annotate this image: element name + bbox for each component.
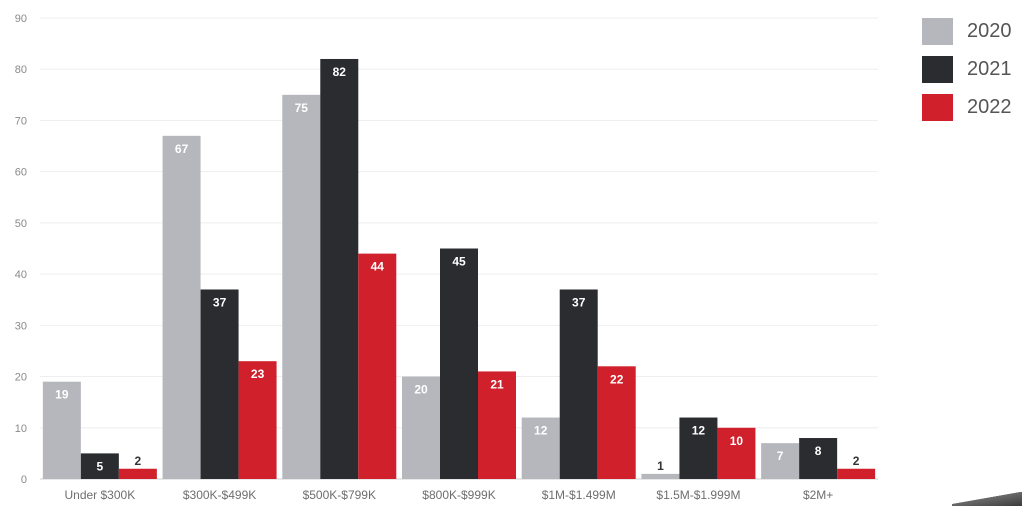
y-tick-label: 0: [21, 474, 27, 486]
data-label: 7: [777, 449, 784, 463]
legend-label: 2021: [967, 58, 1012, 80]
bars: [42, 58, 876, 480]
x-tick-label: $1.5M-$1.999M: [656, 488, 740, 502]
bar-2022: [118, 468, 157, 479]
bar-2020: [162, 135, 201, 480]
legend-label: 2022: [967, 96, 1012, 118]
y-tick-label: 60: [15, 167, 27, 179]
bar-2022: [597, 366, 636, 479]
corner-decoration: [952, 492, 1022, 506]
legend-label: 2020: [967, 20, 1012, 42]
bar-2021: [679, 417, 718, 479]
bar-2022: [358, 253, 397, 479]
bar-2021: [559, 289, 598, 479]
data-label: 22: [610, 372, 624, 386]
y-tick-label: 30: [15, 320, 27, 332]
y-tick-label: 40: [15, 269, 27, 281]
data-label: 19: [55, 388, 69, 402]
data-label: 12: [692, 424, 706, 438]
y-tick-label: 50: [15, 218, 27, 230]
data-label: 20: [414, 383, 428, 397]
data-label: 5: [97, 459, 104, 473]
x-tick-label: $800K-$999K: [422, 488, 495, 502]
y-tick-label: 10: [15, 423, 27, 435]
x-axis-labels: Under $300K $300K-$499K $500K-$799K $800K-$…: [64, 488, 833, 502]
bar-2021: [80, 453, 119, 479]
legend-swatch: [922, 56, 953, 83]
bar-2020: [761, 443, 800, 479]
legend-swatch: [922, 18, 953, 45]
data-label: 37: [572, 295, 586, 309]
x-tick-label: $300K-$499K: [183, 488, 256, 502]
bar-2021: [200, 289, 239, 479]
y-tick-label: 80: [15, 64, 27, 76]
data-label: 45: [452, 255, 466, 269]
bar-2020: [402, 376, 440, 479]
data-label: 2: [853, 454, 860, 468]
x-tick-label: Under $300K: [64, 488, 135, 502]
data-label: 12: [534, 424, 548, 438]
bar-2020: [42, 381, 81, 479]
bar-2022: [238, 361, 277, 479]
bar-2021: [799, 438, 838, 479]
data-label: 2: [135, 454, 142, 468]
data-label: 10: [730, 434, 744, 448]
data-label: 37: [213, 295, 227, 309]
y-tick-label: 90: [15, 13, 27, 25]
x-tick-label: $500K-$799K: [303, 488, 376, 502]
data-label: 8: [815, 444, 822, 458]
y-tick-label: 20: [15, 372, 27, 384]
data-label: 1: [657, 459, 664, 473]
bar-2021: [440, 248, 478, 479]
y-axis-ticks: 0 10 20 30 40 50 60 70 80 90: [15, 13, 27, 486]
data-label: 75: [295, 101, 309, 115]
bar-2020: [641, 473, 680, 479]
data-label: 67: [175, 142, 189, 156]
bar-2022: [478, 371, 516, 479]
bar-2020: [282, 94, 321, 479]
x-tick-label: $1M-$1.499M: [542, 488, 616, 502]
legend-item-2022: 2022: [922, 94, 1012, 121]
data-label: 23: [251, 367, 265, 381]
data-label: 44: [371, 260, 385, 274]
legend-swatch: [922, 94, 953, 121]
y-tick-label: 70: [15, 115, 27, 127]
data-label: 21: [490, 377, 504, 391]
legend-item-2021: 2021: [922, 56, 1012, 83]
x-tick-label: $2M+: [803, 488, 833, 502]
bar-2022: [837, 468, 876, 479]
bar-2020: [521, 417, 560, 479]
data-label: 82: [333, 65, 347, 79]
legend-item-2020: 2020: [922, 18, 1012, 45]
bar-2021: [320, 58, 359, 479]
bar-2022: [717, 427, 756, 479]
legend: 2020 2021 2022: [922, 18, 1012, 132]
